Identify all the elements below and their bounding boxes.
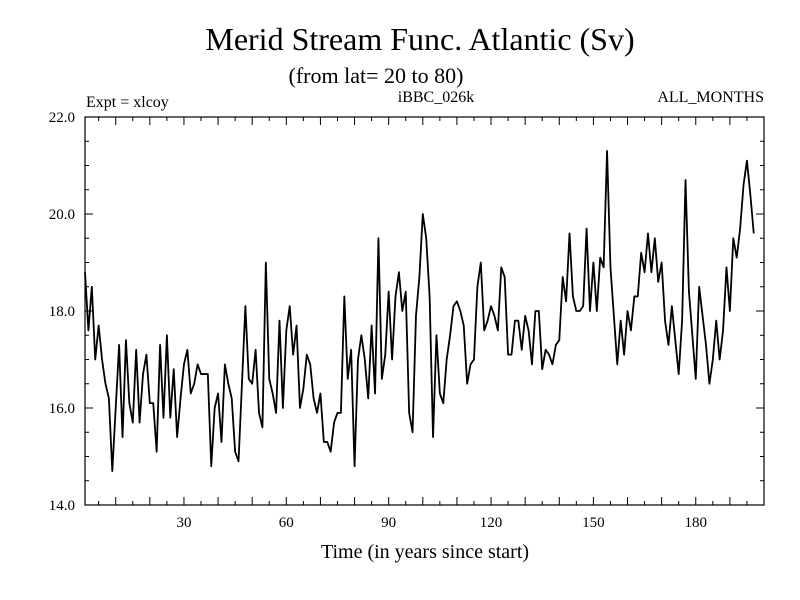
x-tick-label: 180	[685, 515, 708, 531]
y-tick-label: 16.0	[49, 401, 75, 417]
y-tick-label: 18.0	[49, 304, 75, 320]
y-tick-label: 14.0	[49, 498, 75, 514]
y-tick-labels: 14.0 16.0 18.0 20.0 22.0	[49, 110, 75, 514]
header-right-label: ALL_MONTHS	[657, 89, 764, 106]
chart-title: Merid Stream Func. Atlantic (Sv)	[205, 21, 634, 57]
x-tick-label: 60	[279, 515, 294, 531]
x-tick-label: 30	[176, 515, 191, 531]
axis-ticks	[85, 116, 765, 506]
chart-subtitle: (from lat= 20 to 80)	[289, 63, 464, 88]
plot-frame	[84, 116, 765, 506]
y-tick-label: 20.0	[49, 207, 75, 223]
x-axis-label: Time (in years since start)	[321, 541, 529, 563]
x-tick-label: 120	[480, 515, 503, 531]
header-left-label: Expt = xlcoy	[86, 94, 169, 111]
y-tick-label: 22.0	[49, 110, 75, 126]
x-tick-label: 150	[582, 515, 605, 531]
header-center-label: iBBC_026k	[398, 89, 474, 106]
data-series-line	[84, 150, 755, 472]
x-tick-labels: 30 60 90 120 150 180	[176, 515, 707, 531]
x-tick-label: 90	[381, 515, 396, 531]
